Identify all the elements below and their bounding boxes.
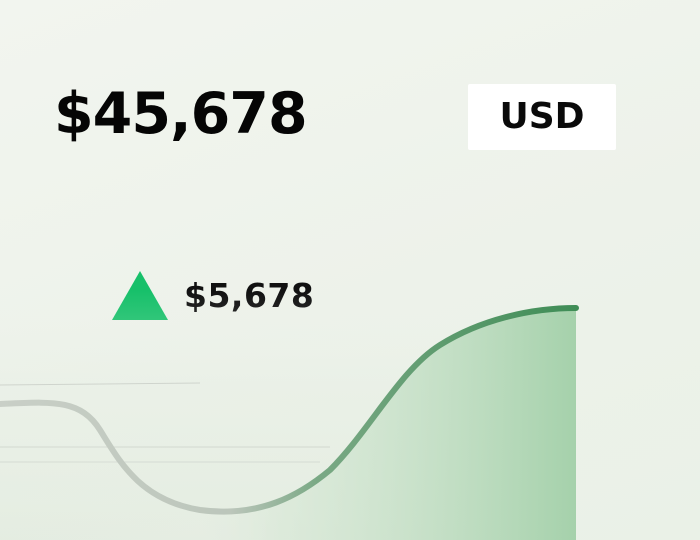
currency-selector-button[interactable]: USD bbox=[468, 84, 616, 150]
balance-total: $45,678 bbox=[54, 81, 308, 147]
chart-gridline bbox=[0, 382, 201, 386]
trend-chart bbox=[0, 290, 579, 540]
trend-area bbox=[0, 308, 576, 540]
trend-line bbox=[0, 305, 579, 515]
